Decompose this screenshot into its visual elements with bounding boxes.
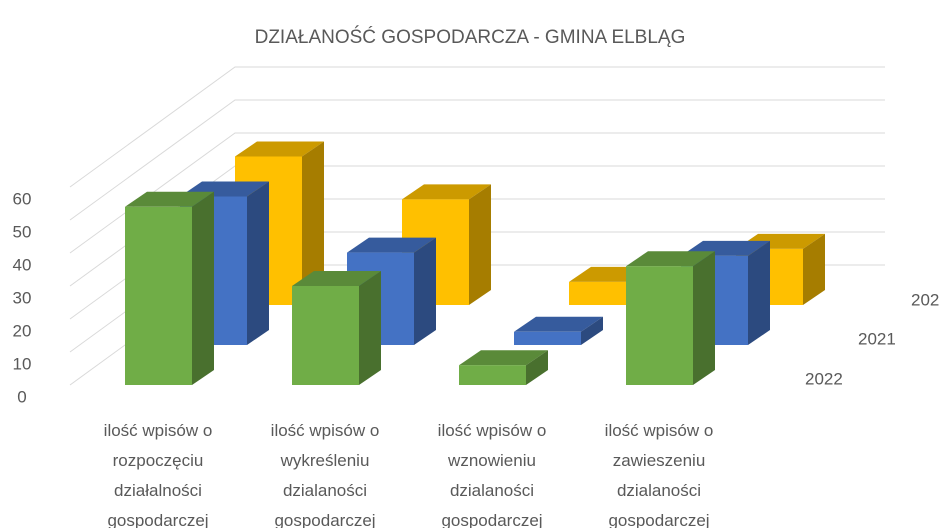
y-tick-label: 60 [13,189,32,208]
bar-side [469,184,491,305]
bar-top [125,191,214,207]
bar-side [803,233,825,305]
y-tick-label: 10 [13,354,32,373]
x-tick-label: ilość wpisów o zawieszeniu dzialaności g… [604,421,714,528]
bar [459,365,526,385]
bar-side [247,181,269,345]
bar-top [626,251,715,267]
y-tick-label: 50 [13,222,32,241]
grid-line [69,99,885,221]
bar [125,206,192,385]
bar-side [581,316,603,345]
depth-label: 2022 [805,369,843,388]
bar-side [526,350,548,385]
y-tick-label: 30 [13,288,32,307]
bar [292,286,359,385]
x-tick-label: ilość wpisów o wykreśleniu dzialaności g… [270,421,380,528]
bar-side [302,141,324,305]
grid-line [69,66,885,188]
depth-label: 2020 [911,290,940,309]
bar-top [514,316,603,332]
bar [569,281,636,305]
y-tick-label: 0 [17,387,26,406]
bar-top [402,184,491,200]
bar [626,266,693,385]
bar-top [459,350,548,366]
bar-side [748,240,770,345]
x-tick-label: ilość wpisów o rozpoczęciu działalności … [103,421,213,528]
bar-side [693,251,715,385]
bar-side [414,237,436,345]
bar-top [347,237,436,253]
depth-label: 2021 [858,329,896,348]
y-tick-label: 40 [13,255,32,274]
bar-side [192,191,214,385]
bar-top [292,271,381,286]
x-tick-label: ilość wpisów o wznowieniu dzialaności go… [437,421,547,528]
y-tick-label: 20 [13,321,32,340]
bar [514,331,581,345]
bar-side [359,271,381,385]
bar-top [235,141,324,157]
chart-title: DZIAŁANOŚĆ GOSPODARCZA - GMINA ELBLĄG [255,26,686,48]
